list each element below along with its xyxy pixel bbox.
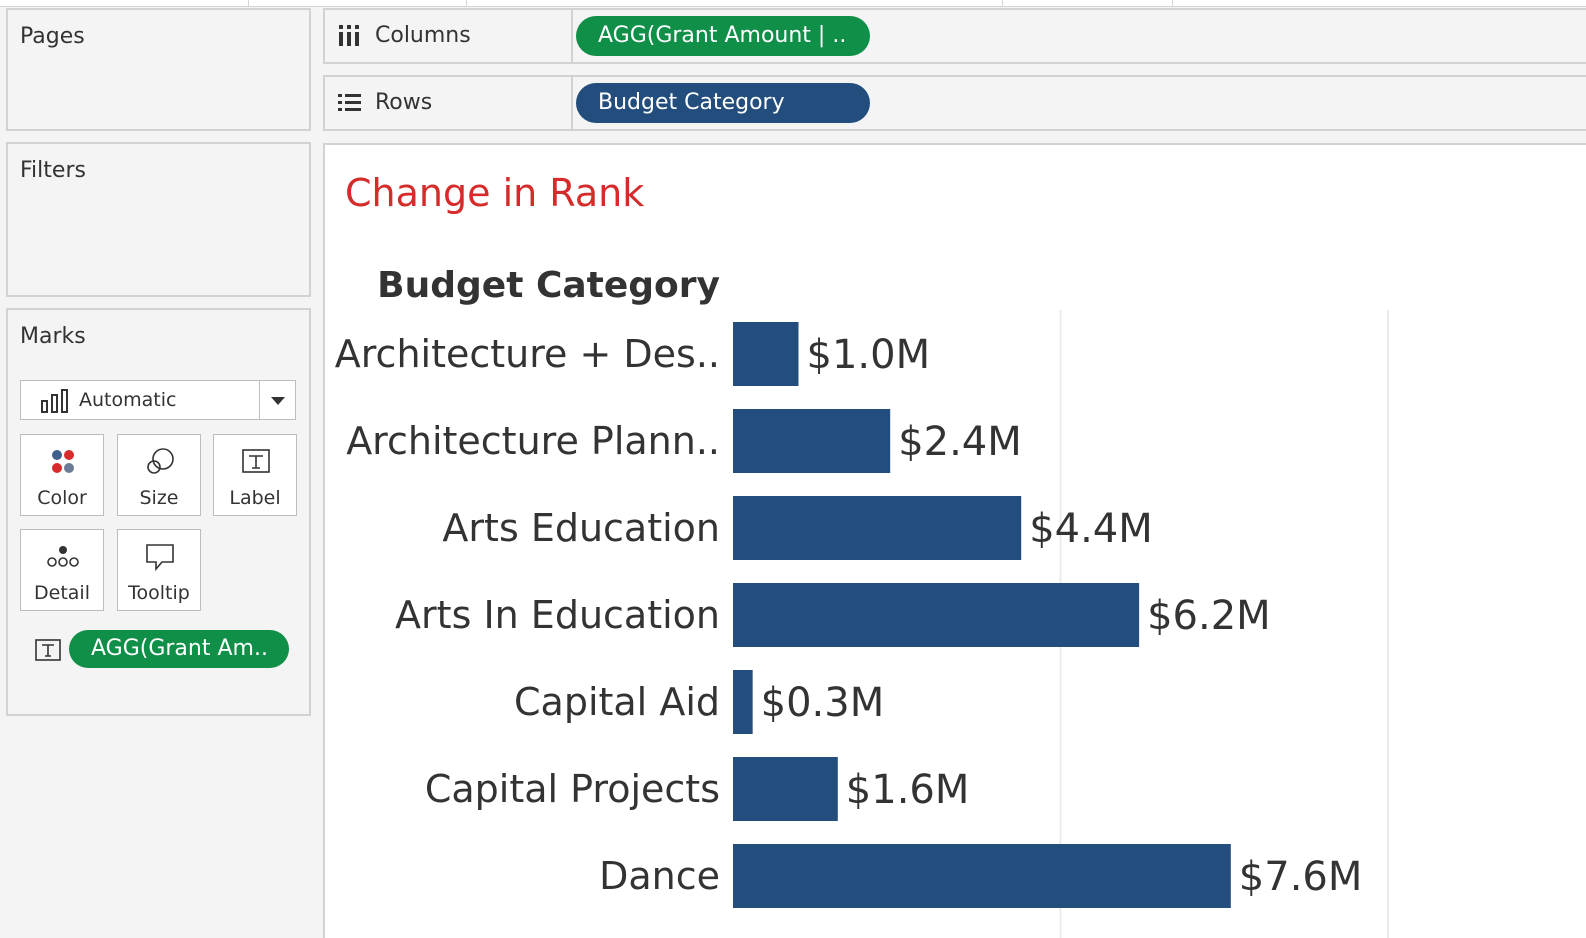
category-label: Dance — [599, 854, 720, 898]
text-label-icon — [242, 449, 270, 473]
pages-title: Pages — [20, 24, 85, 49]
columns-shelf: Columns AGG(Grant Amount | .. — [323, 8, 1586, 64]
row-header: Budget Category — [377, 265, 720, 306]
size-button[interactable]: Size — [117, 434, 201, 516]
sheet-title: Change in Rank — [345, 171, 645, 215]
category-label: Arts In Education — [395, 593, 720, 637]
label-measure-pill[interactable]: AGG(Grant Am.. — [69, 630, 289, 668]
view-area: Change in Rank Budget Category Architectu… — [323, 143, 1586, 938]
top-toolbar-strip — [0, 0, 1586, 7]
data-label: $6.2M — [1147, 593, 1271, 639]
rows-shelf-header: Rows — [325, 77, 573, 129]
chevron-down-icon[interactable] — [259, 381, 295, 419]
columns-measure-pill[interactable]: AGG(Grant Amount | .. — [576, 16, 870, 56]
bar[interactable] — [733, 757, 838, 821]
label-button[interactable]: Label — [213, 434, 297, 516]
size-circles-icon — [147, 448, 174, 474]
tooltip-button-label: Tooltip — [128, 582, 190, 604]
category-label: Arts Education — [442, 506, 720, 550]
category-label: Capital Projects — [425, 767, 720, 811]
color-button-label: Color — [37, 487, 87, 509]
bar[interactable] — [733, 409, 891, 473]
detail-button-label: Detail — [34, 582, 90, 604]
bar[interactable] — [733, 322, 799, 386]
category-label: Capital Aid — [514, 680, 720, 724]
columns-icon — [339, 25, 359, 46]
pages-card[interactable]: Pages — [6, 8, 311, 131]
mark-type-dropdown[interactable]: Automatic — [20, 380, 296, 420]
rows-dimension-pill[interactable]: Budget Category — [576, 83, 870, 123]
label-button-label: Label — [229, 487, 281, 509]
category-label: Architecture + Des.. — [335, 332, 720, 376]
color-dots-icon — [52, 450, 74, 473]
bar[interactable] — [733, 844, 1231, 908]
tooltip-button[interactable]: Tooltip — [117, 529, 201, 611]
columns-label: Columns — [375, 23, 471, 48]
bar-chart-icon — [41, 389, 68, 413]
color-button[interactable]: Color — [20, 434, 104, 516]
mark-type-label: Automatic — [79, 389, 177, 411]
rows-icon — [338, 94, 361, 111]
data-label: $1.6M — [846, 767, 970, 813]
bar[interactable] — [733, 583, 1140, 647]
detail-button[interactable]: Detail — [20, 529, 104, 611]
data-label: $7.6M — [1239, 854, 1363, 900]
label-encoding-icon — [35, 639, 61, 661]
marks-title: Marks — [20, 324, 86, 349]
data-label: $2.4M — [898, 419, 1022, 465]
tooltip-bubble-icon — [146, 544, 174, 572]
columns-shelf-header: Columns — [325, 10, 573, 62]
rows-label: Rows — [375, 90, 433, 115]
bar[interactable] — [733, 670, 753, 734]
data-label: $1.0M — [807, 332, 931, 378]
size-button-label: Size — [139, 487, 179, 509]
rows-shelf: Rows Budget Category — [323, 75, 1586, 131]
data-label: $0.3M — [761, 680, 885, 726]
filters-title: Filters — [20, 158, 86, 183]
bar[interactable] — [733, 496, 1022, 560]
data-label: $4.4M — [1029, 506, 1153, 552]
bar-chart: Budget Category Architecture + Des.. $1.0M… — [335, 265, 1389, 938]
filters-card[interactable]: Filters — [6, 142, 311, 297]
detail-dots-icon — [47, 546, 79, 567]
marks-card: Marks Automatic Color Size Label — [6, 308, 311, 716]
category-label: Architecture Plann.. — [346, 419, 720, 463]
